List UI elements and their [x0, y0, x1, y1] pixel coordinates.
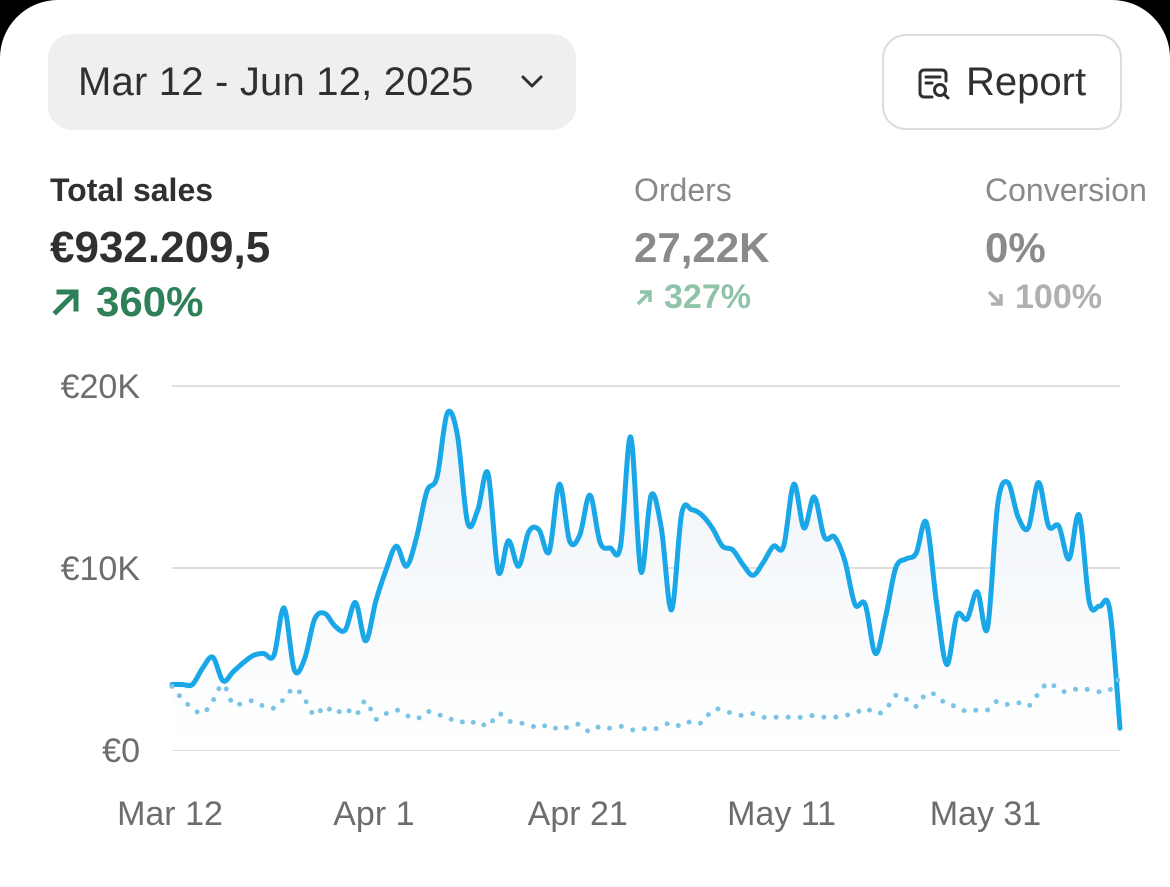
- arrow-down-right-icon: [987, 290, 1003, 306]
- date-range-label: Mar 12 - Jun 12, 2025: [78, 59, 474, 104]
- comparison-series-line: [169, 674, 1123, 735]
- date-range-selector[interactable]: Mar 12 - Jun 12, 2025: [48, 34, 576, 130]
- x-tick-label: Apr 1: [333, 795, 414, 833]
- metric-change: 327%: [634, 278, 769, 317]
- x-tick-label: May 11: [727, 795, 836, 833]
- arrow-up-right-icon: [636, 289, 652, 305]
- metric-value: 27,22K: [634, 224, 770, 271]
- x-tick-label: Mar 12: [117, 795, 223, 833]
- arrow-up-right-icon: [52, 289, 79, 316]
- metric-value: 0%: [985, 224, 1046, 271]
- report-button[interactable]: Report: [882, 34, 1122, 130]
- report-search-icon: [918, 68, 950, 100]
- x-tick-label: Apr 21: [528, 795, 628, 833]
- sales-line-chart[interactable]: €0 €10K €20K Mar 12 Apr 1 Apr 21 May 11 May 31: [0, 340, 1170, 870]
- metric-orders[interactable]: Orders 27,22K 327%: [634, 170, 769, 317]
- metric-title: Conversion: [985, 172, 1147, 208]
- series-area-fill: [172, 411, 1120, 750]
- metric-title: Total sales: [50, 172, 214, 208]
- x-tick-label: May 31: [930, 795, 1042, 833]
- metric-title: Orders: [634, 172, 732, 208]
- current-series-line: [169, 408, 1123, 731]
- y-tick-label: €0: [102, 732, 140, 770]
- chevron-down-icon: [521, 75, 543, 88]
- metric-total-sales[interactable]: Total sales €932.209,5 360%: [50, 170, 270, 326]
- metric-conversion[interactable]: Conversion 0% 100%: [985, 170, 1147, 317]
- metric-change: 100%: [985, 278, 1147, 317]
- report-button-label: Report: [966, 60, 1087, 104]
- metric-change-value: 327%: [664, 278, 751, 316]
- metric-change-value: 360%: [96, 278, 204, 325]
- metric-value: €932.209,5: [50, 223, 271, 272]
- metric-change-value: 100%: [1015, 278, 1102, 316]
- y-tick-label: €20K: [61, 368, 141, 406]
- y-tick-label: €10K: [61, 550, 141, 588]
- metric-change: 360%: [50, 278, 270, 326]
